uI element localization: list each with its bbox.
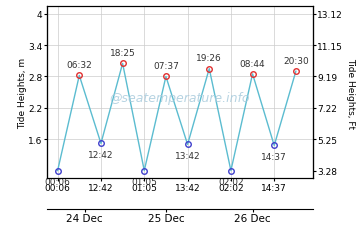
Text: 20:30: 20:30 [283,57,309,66]
Text: 13:42: 13:42 [175,151,201,160]
Text: 12:42: 12:42 [88,150,114,159]
Text: 19:26: 19:26 [196,54,222,63]
Y-axis label: Tide Heights, Ft: Tide Heights, Ft [346,57,355,128]
Text: @seatemperature.info: @seatemperature.info [110,91,250,104]
Text: 02:02: 02:02 [218,177,244,186]
Text: 06:32: 06:32 [66,61,92,70]
Text: 01:05: 01:05 [131,177,157,186]
Text: 14:37: 14:37 [261,152,287,161]
Text: 18:25: 18:25 [110,49,135,58]
Text: 08:44: 08:44 [240,59,265,68]
Text: 00:06: 00:06 [45,177,71,186]
Y-axis label: Tide Heights, m: Tide Heights, m [18,57,27,128]
Text: 07:37: 07:37 [153,62,179,71]
